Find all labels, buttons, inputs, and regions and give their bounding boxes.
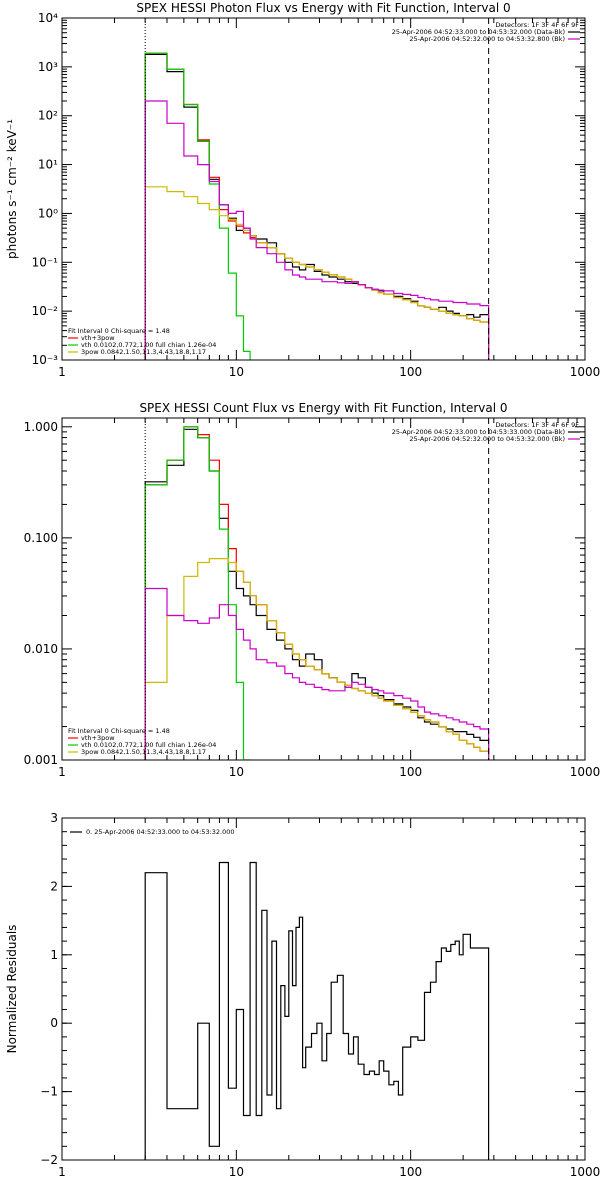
- plot-frame: [61, 17, 586, 361]
- legend-bottom-line: vth+3pow: [81, 734, 115, 742]
- legend-topleft: 0. 25-Apr-2006 04:52:33.000 to 04:53:32.…: [86, 828, 235, 836]
- series-vth: [144, 426, 251, 760]
- legend-top-line: Detectors: 1F 3F 4F 6F 9F: [495, 421, 579, 429]
- chart-title: SPEX HESSI Photon Flux vs Energy with Fi…: [136, 1, 510, 15]
- x-tick-label: 100: [399, 365, 422, 379]
- legend-top-line: Detectors: 1F 3F 4F 6F 9F: [495, 21, 579, 29]
- legend-bottom-line: 3pow 0.0842,1.50,11.3,4.43,18.8,1.17: [81, 748, 206, 756]
- y-tick-label: 0.001: [24, 753, 58, 767]
- y-tick-label: 10²: [38, 109, 58, 123]
- series-bk: [144, 100, 490, 360]
- series-3pow: [144, 186, 490, 360]
- x-tick-label: 1000: [570, 365, 600, 379]
- y-tick-label: −1: [40, 1085, 58, 1099]
- y-tick-label: 1: [50, 948, 58, 962]
- x-tick-label: 1000: [570, 765, 600, 779]
- plot-frame: [61, 417, 586, 761]
- x-tick-label: 100: [399, 1165, 422, 1179]
- chart-count: SPEX HESSI Count Flux vs Energy with Fit…: [24, 401, 600, 779]
- y-tick-label: 0.100: [24, 531, 58, 545]
- plot-frame: [61, 817, 586, 1161]
- legend-top-line: 25-Apr-2006 04:52:32.000 to 04:53:32.800…: [409, 35, 565, 43]
- x-tick-label: 10: [229, 365, 244, 379]
- legend-bottom-line: Fit Interval 0 Chi-square = 1.48: [68, 327, 170, 335]
- y-tick-label: 0: [50, 1016, 58, 1030]
- series-3pow: [144, 558, 490, 760]
- series-data-bk: [144, 53, 490, 360]
- y-tick-label: 0.010: [24, 642, 58, 656]
- legend-bottom-line: vth+3pow: [81, 334, 115, 342]
- legend-top-line: 25-Apr-2006 04:52:32.000 to 04:53:32.000…: [409, 435, 565, 443]
- y-axis-label: photons s⁻¹ cm⁻² keV⁻¹: [5, 119, 19, 259]
- chart-photon: SPEX HESSI Photon Flux vs Energy with Fi…: [5, 1, 600, 379]
- x-tick-label: 10: [229, 765, 244, 779]
- x-tick-label: 1: [58, 765, 66, 779]
- y-tick-label: 2: [50, 879, 58, 893]
- y-tick-label: 10⁴: [38, 11, 58, 25]
- y-axis-label: Normalized Residuals: [5, 925, 19, 1054]
- x-tick-label: 1: [58, 365, 66, 379]
- series-vth: [144, 52, 251, 360]
- x-tick-label: 1: [58, 1165, 66, 1179]
- y-tick-label: 10⁻³: [32, 353, 59, 367]
- x-tick-label: 100: [399, 765, 422, 779]
- y-tick-label: 10³: [38, 60, 58, 74]
- y-tick-label: 10¹: [38, 158, 58, 172]
- legend-top-line: 25-Apr-2006 04:52:33.000 to 04:53:33.000…: [392, 428, 565, 436]
- legend-bottom-line: vth 0.0102,0.772,1.00 full chian 1.26e-0…: [81, 741, 216, 749]
- legend-bottom-line: Fit Interval 0 Chi-square = 1.48: [68, 727, 170, 735]
- chart-title: SPEX HESSI Count Flux vs Energy with Fit…: [139, 401, 507, 415]
- y-tick-label: −2: [40, 1153, 58, 1167]
- y-tick-label: 10⁻¹: [32, 255, 59, 269]
- series-residuals: [144, 861, 490, 1160]
- legend-top-line: 25-Apr-2006 04:52:33.000 to 04:53:32.000…: [392, 28, 565, 36]
- y-tick-label: 10⁰: [38, 206, 58, 220]
- x-tick-label: 1000: [570, 1165, 600, 1179]
- y-tick-label: 3: [50, 811, 58, 825]
- y-tick-label: 10⁻²: [32, 304, 59, 318]
- series-bk: [144, 587, 490, 760]
- legend-bottom-line: 3pow 0.0842,1.50,11.3,4.43,18.8,1.17: [81, 348, 206, 356]
- legend-bottom-line: vth 0.0102,0.772,1.00 full chian 1.26e-0…: [81, 341, 216, 349]
- y-tick-label: 1.000: [24, 420, 58, 434]
- x-tick-label: 10: [229, 1165, 244, 1179]
- chart-resid: 1 10 100 1000 −2 −1 0 1 2 3 Normalized Residuals 0.…: [5, 811, 600, 1179]
